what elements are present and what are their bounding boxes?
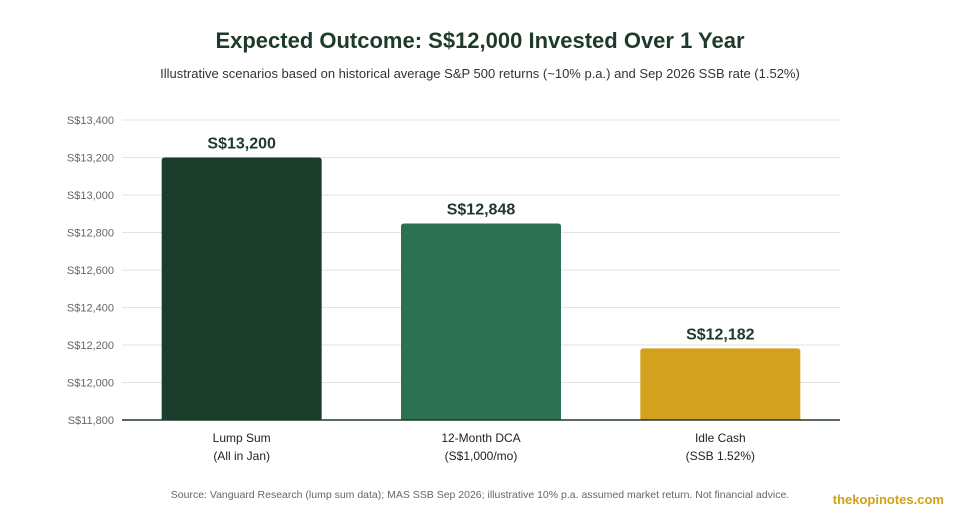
y-tick-label: S$12,800 [67, 228, 114, 240]
y-tick-label: S$12,600 [67, 265, 114, 277]
y-tick-label: S$13,200 [67, 153, 114, 165]
chart-subtitle: Illustrative scenarios based on historic… [160, 66, 800, 81]
bar [161, 157, 322, 420]
x-tick-label: Idle Cash [695, 431, 746, 445]
bar [640, 348, 801, 420]
x-tick-label-detail: (SSB 1.52%) [686, 449, 755, 463]
x-tick-label-detail: (All in Jan) [213, 449, 270, 463]
y-tick-label: S$12,000 [67, 378, 114, 390]
x-tick-label-detail: (S$1,000/mo) [445, 449, 518, 463]
y-tick-label: S$12,200 [67, 340, 114, 352]
y-tick-label: S$12,400 [67, 303, 114, 315]
chart-title: Expected Outcome: S$12,000 Invested Over… [215, 28, 745, 53]
x-tick-label: Lump Sum [213, 431, 271, 445]
y-tick-label: S$13,000 [67, 190, 114, 202]
data-label: S$12,182 [686, 326, 755, 343]
y-tick-label: S$13,400 [67, 115, 114, 127]
data-label: S$12,848 [447, 202, 516, 219]
source-note: Source: Vanguard Research (lump sum data… [170, 489, 790, 501]
bar [401, 223, 561, 420]
y-tick-label: S$11,800 [68, 415, 114, 427]
x-tick-label: 12-Month DCA [441, 431, 520, 445]
data-label: S$13,200 [207, 136, 276, 153]
brand-watermark: thekopinotes.com [832, 492, 944, 507]
